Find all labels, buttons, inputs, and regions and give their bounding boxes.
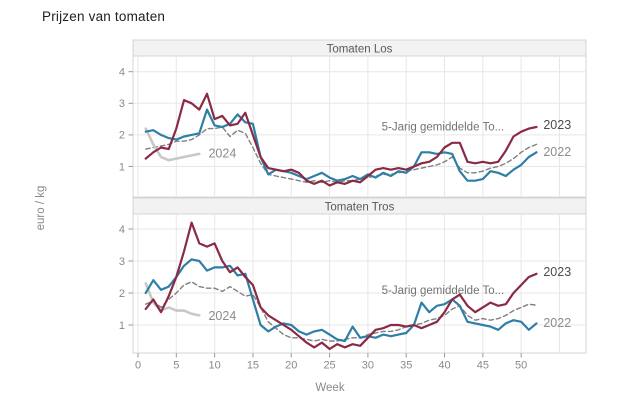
series-label-2024: 2024	[208, 147, 236, 161]
series-label-2024: 2024	[208, 309, 236, 323]
series-label-2022: 2022	[543, 145, 571, 159]
y-axis-tick-label: 4	[119, 67, 125, 79]
x-axis-tick-label: 15	[247, 360, 259, 372]
series-line-5-jarig-gemiddelde-to-	[144, 108, 538, 182]
y-axis-tick-label: 4	[119, 224, 125, 236]
series-label-2023: 2023	[543, 265, 571, 279]
series-line-2023	[144, 92, 538, 187]
y-axis-tick-label: 1	[119, 320, 125, 332]
series-label-5-jarig-gemiddelde-to-: 5-Jarig gemiddelde To...	[382, 285, 505, 297]
series-line-2024	[144, 282, 201, 317]
series-label-2023: 2023	[543, 118, 571, 132]
series-lines	[144, 92, 538, 187]
facet-title: Tomaten Tros	[325, 202, 395, 214]
x-axis-tick-label: 45	[477, 360, 489, 372]
y-axis-tick-label: 3	[119, 98, 125, 110]
x-axis-tick-label: 10	[209, 360, 221, 372]
x-axis-tick-label: 0	[135, 360, 141, 372]
x-axis-tick-label: 30	[362, 360, 374, 372]
x-axis-tick-label: 25	[323, 360, 335, 372]
x-axis-tick-label: 40	[438, 360, 450, 372]
series-line-5-jarig-gemiddelde-to-	[144, 258, 538, 343]
y-axis-tick-label: 1	[119, 161, 125, 173]
series-lines	[144, 221, 538, 351]
panel-background	[132, 213, 587, 354]
x-axis-tick-label: 5	[173, 360, 179, 372]
panel-los: Tomaten Los 1 2 3 4 5-Jarig gemiddelde To... 2…	[119, 39, 587, 198]
series-label-5-jarig-gemiddelde-to-: 5-Jarig gemiddelde To...	[382, 121, 505, 133]
x-axis-tick-label: 50	[515, 360, 527, 372]
x-axis-title: Week	[315, 382, 344, 394]
series-label-2022: 2022	[543, 316, 571, 330]
x-axis-tick-label: 35	[400, 360, 412, 372]
panel-tros: Tomaten Tros 1 2 3 4 5-Jarig gemiddelde To...…	[119, 197, 587, 372]
y-axis-tick-label: 3	[119, 256, 125, 268]
page-title: Prijzen van tomaten	[42, 9, 166, 24]
y-axis-tick-label: 2	[119, 288, 125, 300]
x-axis-tick-label: 20	[285, 360, 297, 372]
series-line-2022	[145, 126, 538, 183]
y-axis-tick-label: 2	[119, 130, 125, 142]
series-line-2024	[144, 127, 201, 162]
y-axis-title: euro / kg	[35, 186, 47, 231]
series-line-2023	[144, 221, 538, 351]
facet-title: Tomaten Los	[327, 44, 393, 56]
